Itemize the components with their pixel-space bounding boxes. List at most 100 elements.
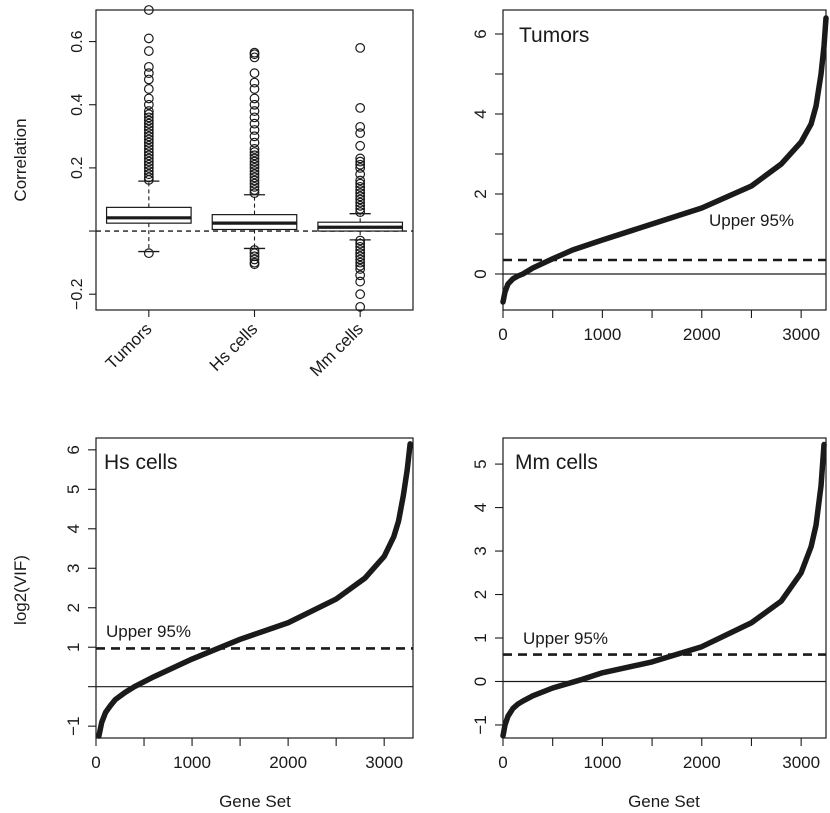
- y-tick-label: 5: [64, 485, 83, 494]
- outlier-point: [249, 188, 260, 199]
- outlier-point: [249, 162, 260, 173]
- outlier-point: [249, 156, 260, 167]
- outlier-point: [355, 42, 366, 53]
- outlier-point: [355, 276, 366, 287]
- y-tick-label: −0.2: [69, 278, 86, 310]
- outlier-point: [249, 112, 260, 123]
- outlier-point: [143, 118, 154, 129]
- outlier-point: [355, 169, 366, 180]
- outlier-point: [355, 140, 366, 151]
- outlier-point: [355, 257, 366, 268]
- x-tick-label: 1000: [583, 325, 621, 344]
- panel-label: Tumors: [519, 24, 589, 47]
- y-tick-label: 0.6: [69, 30, 86, 52]
- outlier-point: [249, 93, 260, 104]
- outlier-point: [249, 153, 260, 164]
- outlier-point: [355, 181, 366, 192]
- outlier-point: [249, 77, 260, 88]
- x-tick-label: 0: [498, 753, 507, 772]
- y-tick-label: 5: [471, 459, 490, 468]
- plot-frame: [502, 437, 827, 739]
- outlier-point: [355, 178, 366, 189]
- x-tick-label: 2000: [683, 325, 721, 344]
- x-tick-label: Tumors: [102, 319, 156, 373]
- vif-curve: [500, 15, 829, 305]
- outlier-point: [355, 175, 366, 186]
- outlier-point: [249, 68, 260, 79]
- y-tick-label: 3: [471, 546, 490, 555]
- outlier-point: [355, 188, 366, 199]
- outlier-point: [143, 33, 154, 44]
- plot-frame: [95, 437, 414, 739]
- outlier-point: [143, 150, 154, 161]
- outlier-point: [143, 166, 154, 176]
- outlier-point: [355, 301, 366, 312]
- outlier-point: [355, 204, 366, 214]
- outlier-point: [355, 194, 366, 205]
- outlier-point: [355, 235, 366, 246]
- outlier-point: [355, 197, 366, 208]
- panel-mm-cells: Mm cells Upper 95% Gene Set 0 1000 2000 300…: [471, 437, 827, 811]
- outlier-point: [355, 270, 366, 281]
- outlier-point: [143, 5, 154, 15]
- outlier-point: [143, 84, 154, 94]
- outlier-point: [143, 137, 154, 148]
- y-tick-label: 4: [471, 109, 490, 118]
- panel-hs-cells: Hs cells Upper 95% log2(VIF) Gene Set 0 1…: [11, 437, 414, 811]
- outlier-point: [355, 207, 366, 218]
- threshold-label: Upper 95%: [523, 629, 608, 648]
- outlier-point: [249, 106, 260, 116]
- x-tick-label: 3000: [782, 325, 820, 344]
- outlier-point: [249, 166, 260, 176]
- outlier-point: [355, 156, 366, 167]
- x-axis-label: Gene Set: [628, 792, 700, 811]
- outlier-point: [143, 147, 154, 158]
- outlier-point: [249, 118, 260, 129]
- outlier-point: [355, 241, 366, 252]
- outlier-point: [355, 200, 366, 211]
- outlier-point: [249, 84, 260, 94]
- outlier-point: [143, 134, 154, 145]
- y-tick-label: 2: [64, 603, 83, 612]
- outlier-point: [355, 128, 366, 139]
- y-axis-label: log2(VIF): [11, 555, 30, 625]
- outlier-point: [143, 74, 154, 85]
- outlier-point: [143, 131, 154, 142]
- y-tick-label: 4: [64, 524, 83, 533]
- x-tick-label: 1000: [173, 753, 211, 772]
- y-tick-label: 0: [471, 677, 490, 686]
- outlier-point: [143, 109, 154, 120]
- outlier-point: [143, 61, 154, 72]
- y-tick-label: −1: [471, 715, 490, 734]
- outlier-point: [143, 144, 154, 154]
- outlier-point: [249, 144, 260, 154]
- panel-tumors: Tumors Upper 95% 0 1000 2000 3000 0 2 4 6: [471, 9, 829, 344]
- outlier-point: [355, 254, 366, 265]
- line-marks: 0 1000 2000 3000 −1 1 2 3 4 5 6: [64, 441, 413, 772]
- outlier-point: [355, 153, 366, 164]
- plot-frame: [502, 9, 827, 311]
- outlier-point: [355, 260, 366, 271]
- box-iqr: [105, 206, 192, 224]
- outlier-point: [143, 128, 154, 139]
- outlier-point: [355, 251, 366, 262]
- y-tick-label: 3: [64, 564, 83, 573]
- outlier-point: [355, 102, 366, 113]
- x-tick-label: 2000: [269, 753, 307, 772]
- outlier-point: [355, 238, 366, 249]
- x-tick-label: 0: [91, 753, 100, 772]
- outlier-point: [143, 106, 154, 116]
- box-marks: −0.2 0.2 0.4 0.6 Tumors Hs cells Mm cells: [69, 5, 413, 380]
- outlier-point: [249, 178, 260, 189]
- outlier-point: [143, 99, 154, 110]
- outlier-point: [143, 169, 154, 180]
- outlier-point: [249, 172, 260, 183]
- outlier-point: [249, 99, 260, 110]
- x-tick-label: Mm cells: [306, 319, 367, 380]
- y-tick-label: 2: [471, 590, 490, 599]
- outlier-point: [143, 140, 154, 151]
- outlier-point: [143, 125, 154, 135]
- y-tick-label: 1: [64, 642, 83, 651]
- outlier-point: [143, 115, 154, 126]
- y-tick-label: 0.4: [69, 94, 86, 116]
